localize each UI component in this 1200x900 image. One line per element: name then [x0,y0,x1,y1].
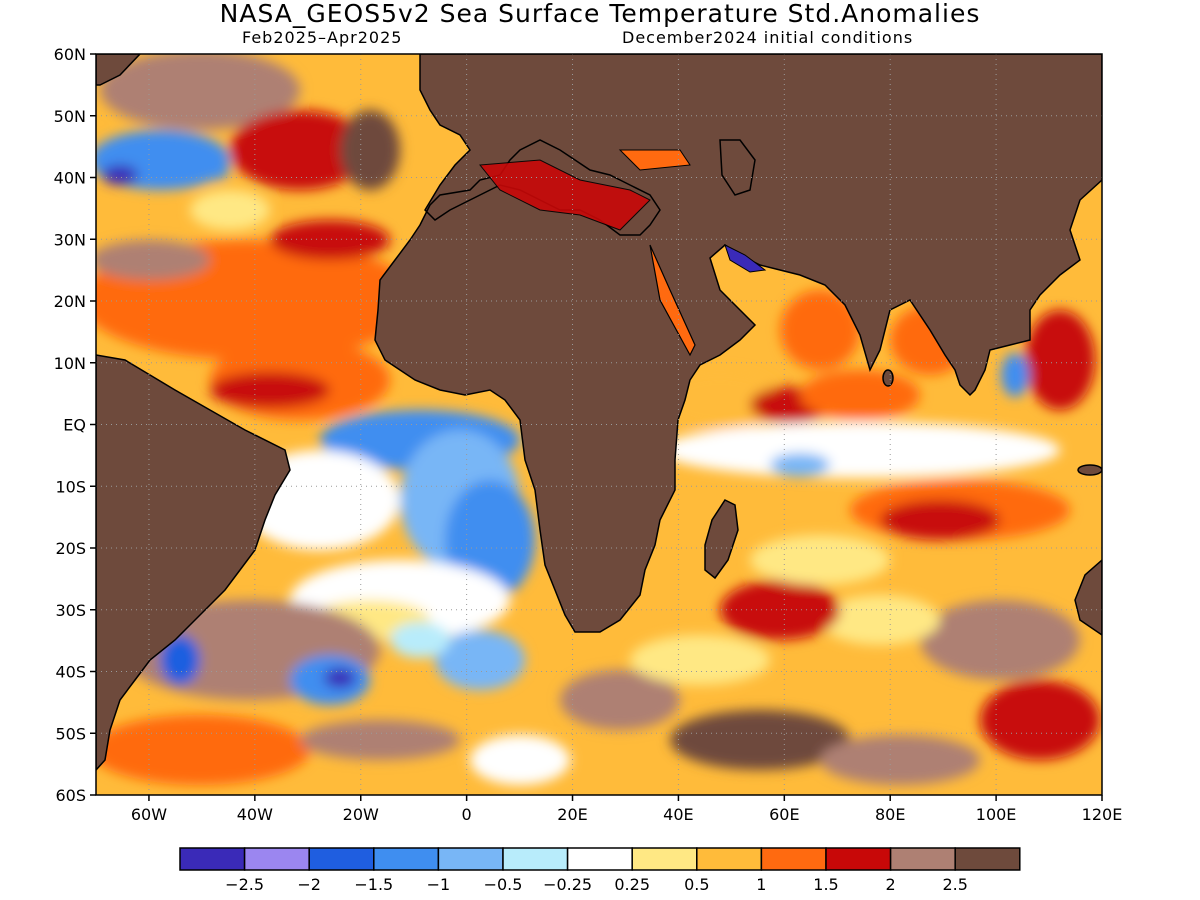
lat-label: 40N [54,169,86,188]
colorbar-label: −1 [427,875,451,894]
colorbar-label: 2 [886,875,896,894]
lat-label: 10S [55,477,86,496]
initial-conditions: December2024 initial conditions [622,28,914,47]
lon-label: 80E [875,805,905,824]
colorbar-swatch [373,847,440,871]
colorbar-swatch [502,847,569,871]
colorbar-swatch [825,847,892,871]
colorbar-label: −2.5 [225,875,264,894]
colorbar-swatch [954,847,1021,871]
lat-label: EQ [63,416,86,435]
colorbar-label: 1 [756,875,766,894]
colorbar [179,847,1021,871]
colorbar-labels: −2.5 −2 −1.5 −1 −0.5 −0.25 0.25 0.5 1 1.5 2 2.5 [225,875,968,894]
colorbar-label: 0.5 [684,875,709,894]
colorbar-label: −0.25 [543,875,592,894]
latitude-axis: 60N 50N 40N 30N 20N 10N EQ 10S 20S 30S 40S 50S 60S [54,45,96,805]
map-title: NASA_GEOS5v2 Sea Surface Temperature Std… [219,0,981,28]
colorbar-label: 0.25 [614,875,650,894]
forecast-period: Feb2025–Apr2025 [242,28,403,47]
colorbar-swatch [566,847,633,871]
lon-label: 20E [557,805,587,824]
lat-label: 20S [55,539,86,558]
lat-label: 10N [54,354,86,373]
lat-label: 40S [55,663,86,682]
colorbar-label: 1.5 [813,875,838,894]
lat-label: 60S [55,786,86,805]
colorbar-swatch [760,847,827,871]
lat-label: 60N [54,45,86,64]
lat-label: 50S [55,724,86,743]
colorbar-swatch [631,847,698,871]
gridlines [96,54,1102,795]
colorbar-label: 2.5 [942,875,967,894]
lon-label: 100E [976,805,1017,824]
lon-label: 120E [1082,805,1123,824]
colorbar-label: −0.5 [484,875,523,894]
lon-label: 0 [462,805,472,824]
colorbar-swatch [243,847,310,871]
lon-label: 40E [663,805,693,824]
lat-label: 50N [54,107,86,126]
lon-label: 40W [237,805,273,824]
colorbar-label: −2 [297,875,321,894]
colorbar-swatch [437,847,504,871]
colorbar-swatch [308,847,375,871]
lat-label: 20N [54,292,86,311]
anomaly-field [96,54,1102,795]
colorbar-label: −1.5 [354,875,393,894]
colorbar-swatch [696,847,763,871]
lon-label: 60E [769,805,799,824]
colorbar-swatch [889,847,956,871]
lat-label: 30N [54,230,86,249]
longitude-axis: 60W 40W 20W 0 20E 40E 60E 80E 100E 120E [131,795,1122,824]
lon-label: 60W [131,805,167,824]
lon-label: 20W [343,805,379,824]
lat-label: 30S [55,601,86,620]
colorbar-swatch [179,847,246,871]
